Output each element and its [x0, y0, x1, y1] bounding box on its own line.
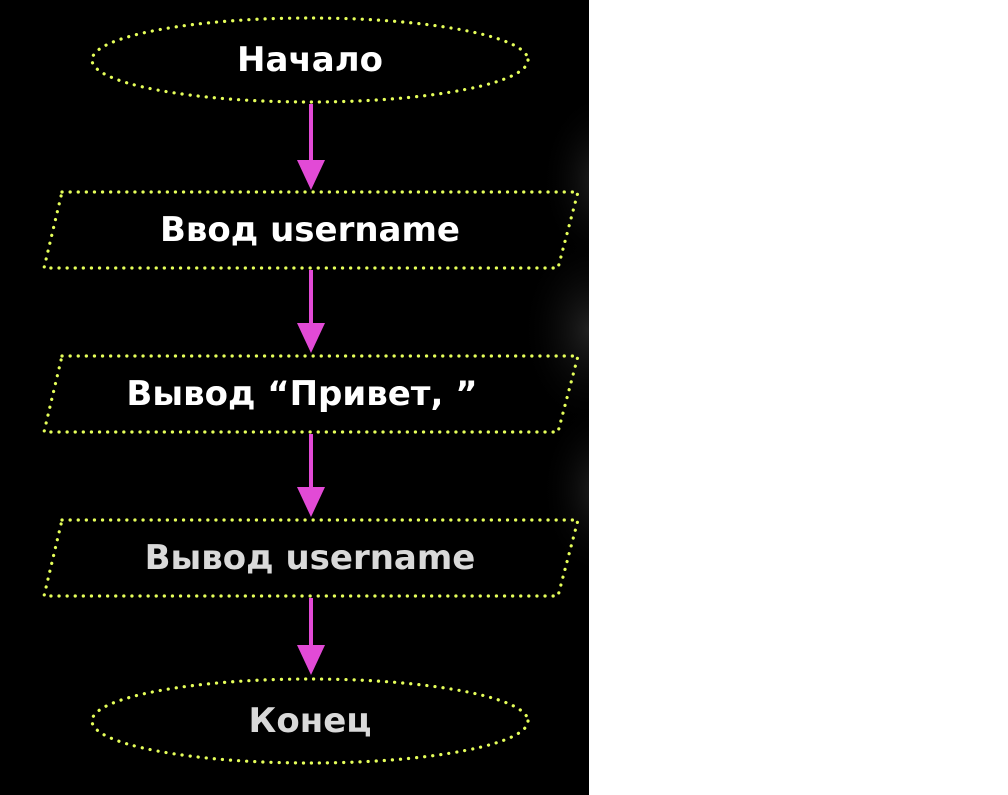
flow-arrow-head	[297, 487, 325, 517]
output-username-shape	[41, 518, 581, 598]
flow-arrow-head	[297, 323, 325, 353]
background-blob	[540, 91, 589, 269]
output-greeting-shape	[41, 354, 581, 434]
input-shape	[41, 190, 581, 270]
background-blob	[520, 230, 589, 430]
flow-arrow-head	[297, 645, 325, 675]
end-terminal-shape	[90, 677, 530, 765]
flowchart: Начало Ввод username Вывод “Привет, ” Вы…	[41, 16, 589, 765]
flowchart-canvas: Начало Ввод username Вывод “Привет, ” Вы…	[0, 0, 589, 795]
end-label: Конец	[249, 701, 372, 741]
start-terminal-shape	[90, 16, 530, 104]
output-greeting-label: Вывод “Привет, ”	[126, 374, 477, 414]
output-username-label: Вывод username	[145, 538, 476, 578]
start-label: Начало	[237, 40, 383, 80]
background-blob	[540, 401, 589, 579]
flow-arrow-head	[297, 160, 325, 190]
input-label: Ввод username	[160, 210, 460, 250]
